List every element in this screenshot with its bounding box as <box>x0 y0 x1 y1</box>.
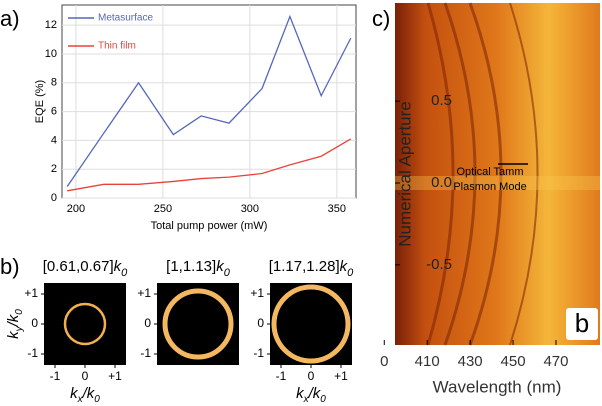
x-tick-label: 250 <box>154 203 172 215</box>
x-tick-label: 410 <box>415 353 440 370</box>
label-part: /k <box>82 385 96 402</box>
ring <box>162 288 234 360</box>
title-unit: k <box>114 258 123 275</box>
y-tick-label: 8 <box>51 77 57 89</box>
panel-title: [0.61,0.67]k0 <box>43 258 128 279</box>
y-tick-label: 0.0 <box>431 174 452 191</box>
y-tick-label: -1 <box>253 346 264 360</box>
y-tick-label: +1 <box>24 286 38 300</box>
image-b2 <box>157 283 239 365</box>
label-part: 0 <box>14 309 25 315</box>
y-tick-label: 12 <box>45 19 57 31</box>
panel-label: b) <box>0 254 20 279</box>
legend-label: Metasurface <box>98 13 153 24</box>
x-tick-label: 0 <box>308 369 315 383</box>
y-axis-label: Numerical Aperture <box>395 101 414 247</box>
y-axis-label: EQE (%) <box>34 80 46 123</box>
x-tick-label: 0 <box>380 353 388 370</box>
series-line <box>66 14 352 187</box>
x-axis-label: Wavelength (nm) <box>433 377 562 396</box>
title-unit: k <box>216 258 225 275</box>
ring <box>63 302 107 346</box>
image-b3 <box>270 283 352 365</box>
panel-label: a) <box>0 6 20 31</box>
label-part: k <box>70 385 79 402</box>
title-range: [0.61,0.67] <box>43 258 114 275</box>
series-line <box>67 138 352 192</box>
x-tick-label: +1 <box>334 369 348 383</box>
title-unit-sub: 0 <box>121 267 128 279</box>
title-unit-sub: 0 <box>224 267 231 279</box>
x-tick-label: 470 <box>543 353 568 370</box>
x-tick-label: 0 <box>82 369 89 383</box>
x-tick-label: +1 <box>108 369 122 383</box>
ring <box>271 284 351 364</box>
y-tick-label: 0.5 <box>431 92 452 109</box>
y-axis-label: ky/k0 <box>5 309 25 339</box>
title-unit: k <box>340 258 349 275</box>
y-tick-label: 6 <box>51 105 57 117</box>
panel-label: c) <box>372 6 390 31</box>
inset-label: b <box>575 308 589 338</box>
mode-band <box>395 176 600 190</box>
image-b1 <box>44 283 126 365</box>
label-part: y <box>14 325 25 332</box>
y-tick-label: -1 <box>140 346 151 360</box>
inset-badge <box>566 308 598 340</box>
label-part: x <box>77 394 84 405</box>
title-range: [1.17,1.28] <box>269 258 340 275</box>
x-tick-label: 350 <box>328 203 346 215</box>
title-range: [1,1.13] <box>166 258 216 275</box>
y-tick-label: 4 <box>51 134 57 146</box>
label-part: x <box>303 394 310 405</box>
heatmap <box>395 3 600 345</box>
legend-label: Thin film <box>98 41 136 52</box>
title-unit-sub: 0 <box>347 267 354 279</box>
y-tick-label: -0.5 <box>426 256 452 273</box>
label-part: k <box>296 385 305 402</box>
label-part: /k <box>308 385 322 402</box>
label-part: 0 <box>320 394 326 405</box>
annotation: Optical Tamm <box>456 166 523 178</box>
x-axis-label: kx/k0 <box>70 385 100 405</box>
y-tick-label: +1 <box>137 286 151 300</box>
y-tick-label: 2 <box>51 163 57 175</box>
y-tick-label: 0 <box>144 316 151 330</box>
dispersion-arcs <box>426 2 539 346</box>
x-axis-label: Total pump power (mW) <box>151 220 268 232</box>
y-tick-label: +1 <box>250 286 264 300</box>
x-tick-label: 200 <box>67 203 85 215</box>
y-tick-label: 0 <box>257 316 264 330</box>
label-part: k <box>5 330 22 339</box>
y-tick-label: 0 <box>31 316 38 330</box>
panel-title: [1.17,1.28]k0 <box>269 258 354 279</box>
x-tick-label: 430 <box>458 353 483 370</box>
y-tick-label: 0 <box>51 192 57 204</box>
label-part: /k <box>5 313 22 327</box>
x-tick-label: -1 <box>50 369 61 383</box>
y-tick-label: -1 <box>27 346 38 360</box>
y-tick-label: 10 <box>45 48 57 60</box>
panel-title: [1,1.13]k0 <box>166 258 231 279</box>
label-part: 0 <box>94 394 100 405</box>
annotation: Plasmon Mode <box>453 181 526 193</box>
x-tick-label: 450 <box>501 353 526 370</box>
x-tick-label: -1 <box>276 369 287 383</box>
x-tick-label: 300 <box>241 203 259 215</box>
x-axis-label: kx/k0 <box>296 385 326 405</box>
